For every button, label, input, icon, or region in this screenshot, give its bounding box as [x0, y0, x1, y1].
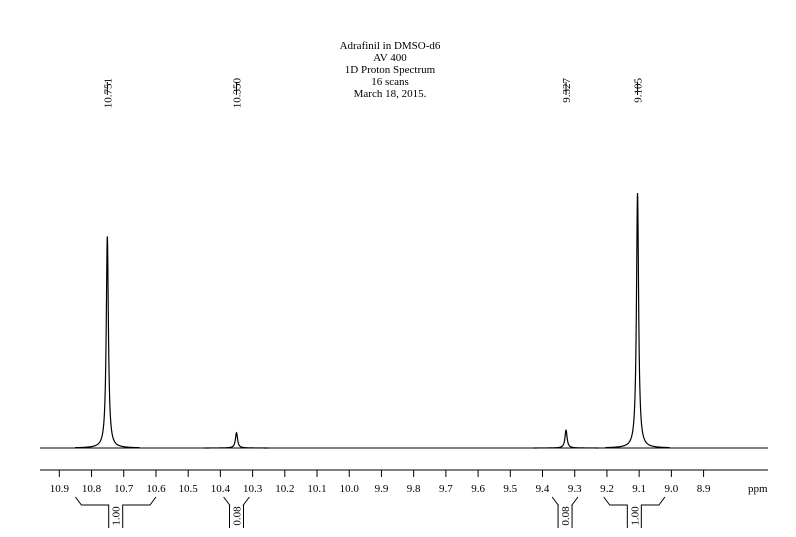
- integral-label: 0.08: [231, 506, 243, 526]
- peak-label: 10.751: [102, 78, 114, 108]
- x-tick-label: 10.5: [179, 483, 199, 495]
- x-tick-label: 9.6: [471, 483, 485, 495]
- peak-label: 9.327: [561, 78, 573, 103]
- x-tick-label: 9.0: [664, 483, 678, 495]
- peak: [204, 431, 269, 449]
- integral-bracket: [551, 496, 579, 528]
- x-tick-label: 9.3: [568, 483, 582, 495]
- x-tick-label: 9.4: [536, 483, 550, 495]
- x-tick-label: 10.4: [211, 483, 231, 495]
- x-tick-label: 10.3: [243, 483, 263, 495]
- peak: [75, 236, 140, 449]
- peak: [533, 428, 599, 449]
- peak: [605, 192, 670, 449]
- x-tick-label: 10.1: [307, 483, 326, 495]
- title-line: Adrafinil in DMSO-d6: [340, 40, 441, 52]
- x-tick-label: 10.9: [50, 483, 70, 495]
- x-tick-label: 9.5: [503, 483, 517, 495]
- x-tick-label: 9.2: [600, 483, 614, 495]
- integral-label: 1.00: [629, 506, 641, 526]
- integral-bracket: [223, 496, 250, 528]
- x-tick-label: 10.7: [114, 483, 134, 495]
- integral-bracket: [603, 496, 666, 528]
- x-tick-label: 10.6: [146, 483, 166, 495]
- x-tick-label: 9.8: [407, 483, 421, 495]
- peak-label: 10.350: [231, 78, 243, 109]
- integral-label: 1.00: [111, 506, 123, 526]
- title-line: 1D Proton Spectrum: [345, 64, 436, 76]
- integral-label: 0.08: [560, 506, 572, 526]
- x-tick-label: 10.8: [82, 483, 102, 495]
- x-tick-label: 10.2: [275, 483, 294, 495]
- x-tick-label: 8.9: [697, 483, 711, 495]
- x-tick-label: 9.9: [375, 483, 389, 495]
- integral-bracket: [75, 496, 157, 528]
- peak-label: 9.105: [633, 78, 645, 103]
- title-line: March 18, 2015.: [354, 88, 427, 100]
- title-line: AV 400: [373, 52, 407, 64]
- x-tick-label: 10.0: [340, 483, 360, 495]
- title-line: 16 scans: [371, 76, 409, 88]
- x-tick-label: 9.1: [632, 483, 646, 495]
- x-axis-label: ppm: [748, 483, 768, 495]
- x-tick-label: 9.7: [439, 483, 453, 495]
